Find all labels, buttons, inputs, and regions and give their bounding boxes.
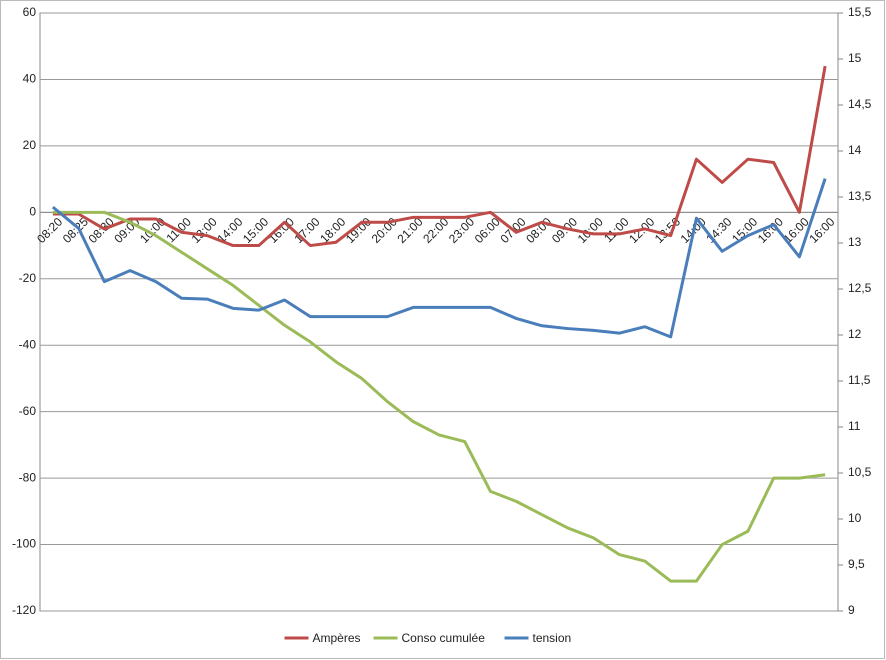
legend-label: Ampères — [313, 631, 361, 645]
y2-tick-label: 9 — [848, 603, 855, 617]
plot-area — [39, 12, 839, 612]
y2-tick-label: 11,5 — [848, 373, 871, 387]
y2-tick-label: 15 — [848, 51, 862, 65]
y-tick-label: 0 — [29, 205, 36, 219]
y2-tick-label: 13 — [848, 235, 862, 249]
y2-tick-label: 10,5 — [848, 465, 872, 479]
y-tick-label: -80 — [19, 470, 37, 484]
y2-tick-label: 14,5 — [848, 97, 872, 111]
y-tick-label: -40 — [19, 337, 37, 351]
y2-tick-label: 15,5 — [848, 5, 872, 19]
series-line — [51, 178, 827, 339]
y-tick-label: -100 — [12, 537, 36, 551]
y-tick-label: 40 — [23, 72, 37, 86]
series-line — [52, 210, 826, 583]
y-tick-label: 60 — [23, 5, 37, 19]
y2-tick-label: 12 — [848, 327, 862, 341]
y2-tick-label: 14 — [848, 143, 862, 157]
y-tick-label: -60 — [19, 404, 37, 418]
y2-tick-label: 13,5 — [848, 189, 872, 203]
y2-tick-label: 12,5 — [848, 281, 872, 295]
y2-tick-label: 11 — [848, 419, 861, 433]
y2-tick-label: 9,5 — [848, 557, 865, 571]
series-line — [52, 65, 827, 248]
y2-tick-label: 10 — [848, 511, 862, 525]
legend-label: tension — [533, 631, 572, 645]
y-tick-label: -20 — [19, 271, 37, 285]
y-tick-label: 20 — [23, 138, 37, 152]
legend-label: Conso cumulée — [402, 631, 486, 645]
y-tick-label: -120 — [12, 603, 36, 617]
